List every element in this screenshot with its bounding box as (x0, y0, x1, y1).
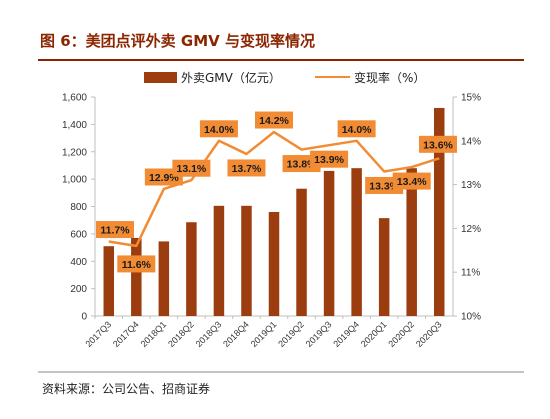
chart-title: 图 6：美团点评外卖 GMV 与变现率情况 (40, 32, 315, 50)
rate-label-text: 14.0% (342, 124, 372, 136)
rate-label-text: 13.6% (423, 139, 453, 151)
rate-label-box (392, 172, 431, 190)
rate-data-label: 13.6% (419, 135, 457, 153)
rate-label-box (419, 135, 457, 153)
rate-label-box (227, 159, 266, 177)
gmv-bar (268, 211, 280, 316)
rate-label-box (117, 255, 156, 273)
rate-label-text: 13.7% (232, 163, 262, 175)
rate-data-label: 13.7% (227, 159, 266, 177)
rate-label-text: 11.7% (100, 225, 130, 237)
x-tick-label: 2019Q1 (249, 319, 279, 349)
line-layer (108, 130, 440, 248)
y-right-tick-label: 15% (461, 93, 481, 104)
x-tick-label: 2017Q3 (83, 319, 113, 349)
gmv-bar (158, 241, 170, 316)
x-tick-label: 2019Q4 (331, 319, 361, 349)
y-left-tick-label: 400 (70, 257, 87, 268)
rate-data-label: 11.6% (117, 255, 156, 273)
rate-label-text: 14.2% (259, 115, 289, 127)
rate-label-box (96, 221, 134, 239)
y-left-tick-label: 200 (70, 284, 87, 295)
gmv-bar (241, 205, 252, 316)
rate-data-label: 14.0% (199, 120, 238, 138)
rate-label-text: 13.4% (397, 176, 427, 188)
rate-label-box (172, 159, 211, 177)
y-left-tick-label: 1,400 (62, 120, 87, 131)
legend: 外卖GMV（亿元） 变现率（%） (144, 70, 425, 85)
rate-label-text: 12.9% (149, 172, 179, 184)
rate-label-text: 13.8% (287, 159, 317, 171)
rate-label-text: 13.9% (314, 154, 344, 166)
legend-line-label: 变现率（%） (354, 70, 425, 85)
y-left-tick-label: 1,200 (62, 147, 87, 158)
x-tick-label: 2017Q4 (111, 319, 141, 349)
x-tick-label: 2020Q3 (414, 319, 444, 349)
gmv-bar (433, 107, 445, 316)
x-tick-label: 2020Q1 (359, 319, 389, 349)
rate-data-label: 14.2% (255, 111, 293, 129)
y-right-tick-label: 12% (461, 224, 481, 235)
rate-data-label: 13.9% (310, 150, 349, 168)
gmv-bar (131, 237, 142, 316)
legend-bar-swatch (144, 72, 177, 83)
x-tick-label: 2018Q1 (139, 319, 169, 349)
x-tick-label: 2020Q2 (386, 319, 416, 349)
x-tick-label: 2018Q2 (166, 319, 196, 349)
x-tick-label: 2019Q2 (276, 319, 306, 349)
gmv-bar (378, 218, 390, 316)
y-left-tick-label: 1,600 (62, 93, 87, 104)
y-right-tick-label: 10% (461, 312, 481, 323)
x-tick-label: 2018Q4 (221, 319, 251, 349)
rate-data-label: 11.7% (96, 221, 134, 239)
bars (103, 107, 445, 316)
source-note: 资料来源：公司公告、招商证券 (42, 381, 210, 396)
y-right-tick-label: 11% (461, 268, 480, 279)
rate-label-box (255, 111, 293, 129)
legend-bar-label: 外卖GMV（亿元） (181, 70, 281, 85)
rate-label-box (310, 150, 349, 168)
gmv-bar (351, 168, 362, 316)
y-right-tick-label: 13% (461, 180, 481, 191)
rate-label-box (337, 120, 376, 138)
x-tick-label: 2019Q3 (304, 319, 334, 349)
data-labels: 11.7% 11.6% 12.9%13.1% 14.0% 13.7% 14.2% 13.8%… (96, 111, 457, 273)
y-left-tick-label: 0 (81, 312, 87, 323)
gmv-bar (103, 246, 115, 316)
rate-label-text: 13.3% (369, 180, 399, 192)
rate-data-label: 13.4% (392, 172, 431, 190)
gmv-bar (213, 205, 225, 316)
rate-data-label: 14.0% (337, 120, 376, 138)
gmv-bar (186, 222, 197, 316)
gmv-bar (296, 188, 307, 316)
y-left-tick-label: 1,000 (62, 175, 87, 186)
monetization-rate-line (108, 130, 440, 248)
rate-label-text: 14.0% (204, 124, 234, 136)
gmv-bar (406, 168, 417, 316)
rate-data-label: 13.1% (172, 159, 211, 177)
rate-label-text: 13.1% (176, 163, 206, 175)
y-left-tick-label: 800 (70, 202, 87, 213)
rate-label-text: 11.6% (122, 259, 152, 271)
y-left-tick-label: 600 (70, 229, 87, 240)
x-tick-label: 2018Q3 (194, 319, 224, 349)
y-right-tick-label: 14% (461, 136, 481, 147)
gmv-bar (323, 170, 335, 316)
rate-label-box (199, 120, 238, 138)
